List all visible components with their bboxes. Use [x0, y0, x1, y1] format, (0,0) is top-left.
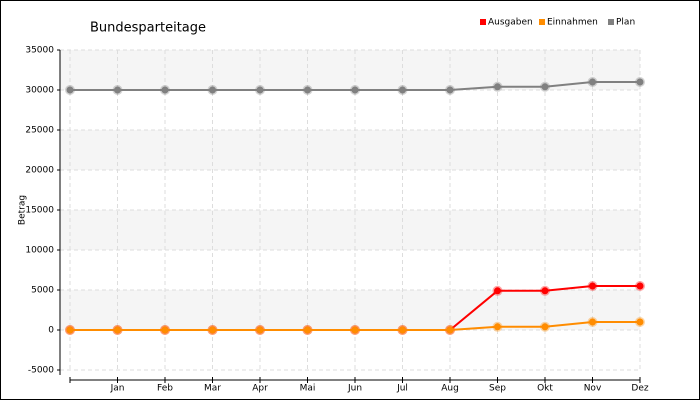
point	[255, 85, 265, 95]
point	[635, 317, 645, 327]
x-tick-label: Jun	[347, 384, 362, 394]
y-tick-label: 15000	[25, 206, 54, 216]
legend-label: Plan	[616, 18, 635, 28]
point	[112, 85, 123, 95]
y-tick-label: 0	[48, 326, 54, 336]
chart-title: Bundesparteitage	[90, 21, 206, 36]
point	[635, 281, 645, 291]
x-tick-label: Dez	[631, 384, 648, 394]
point	[160, 85, 170, 95]
point	[492, 285, 503, 296]
legend-swatch	[539, 19, 545, 25]
point	[350, 325, 360, 335]
point	[397, 325, 408, 335]
point	[160, 325, 170, 335]
point	[65, 325, 75, 335]
y-tick-label: 35000	[25, 46, 54, 56]
x-tick-label: Sep	[489, 384, 506, 394]
x-tick-label: Nov	[584, 384, 602, 394]
legend-label: Ausgaben	[488, 18, 533, 28]
x-tick-label: Mai	[300, 384, 316, 394]
y-tick-label: -5000	[28, 366, 54, 376]
point	[587, 281, 598, 291]
point	[635, 77, 645, 87]
point	[445, 325, 455, 335]
band	[60, 290, 640, 330]
point	[540, 81, 550, 92]
y-tick-label: 10000	[25, 246, 54, 256]
point	[207, 325, 218, 335]
point	[207, 85, 218, 95]
x-tick-label: Mar	[204, 384, 221, 394]
point	[587, 77, 598, 87]
legend-swatch	[480, 19, 486, 25]
point	[540, 285, 550, 296]
x-tick-label: Okt	[537, 384, 553, 394]
point	[350, 85, 360, 95]
x-tick-label: Feb	[157, 384, 173, 394]
point	[112, 325, 123, 335]
x-tick-label: Apr	[252, 384, 268, 394]
band	[60, 130, 640, 170]
point	[255, 325, 265, 335]
y-tick-label: 30000	[25, 86, 54, 96]
point	[540, 321, 550, 332]
band	[60, 210, 640, 250]
y-axis-label: Betrag	[18, 195, 28, 225]
point	[302, 85, 313, 95]
x-tick-label: Aug	[441, 384, 459, 394]
y-tick-label: 25000	[25, 126, 54, 136]
bands	[60, 50, 640, 330]
legend-label: Einnahmen	[547, 18, 598, 28]
point	[445, 85, 455, 95]
point	[492, 81, 503, 92]
x-tick-label: Jul	[396, 384, 408, 394]
point	[302, 325, 313, 335]
band	[60, 50, 640, 90]
y-tick-label: 20000	[25, 166, 54, 176]
x-tick-label: Jan	[110, 384, 125, 394]
point	[65, 85, 75, 95]
point	[397, 85, 408, 95]
point	[587, 317, 598, 327]
point	[492, 321, 503, 332]
legend-swatch	[608, 19, 614, 25]
y-tick-label: 5000	[31, 286, 54, 296]
